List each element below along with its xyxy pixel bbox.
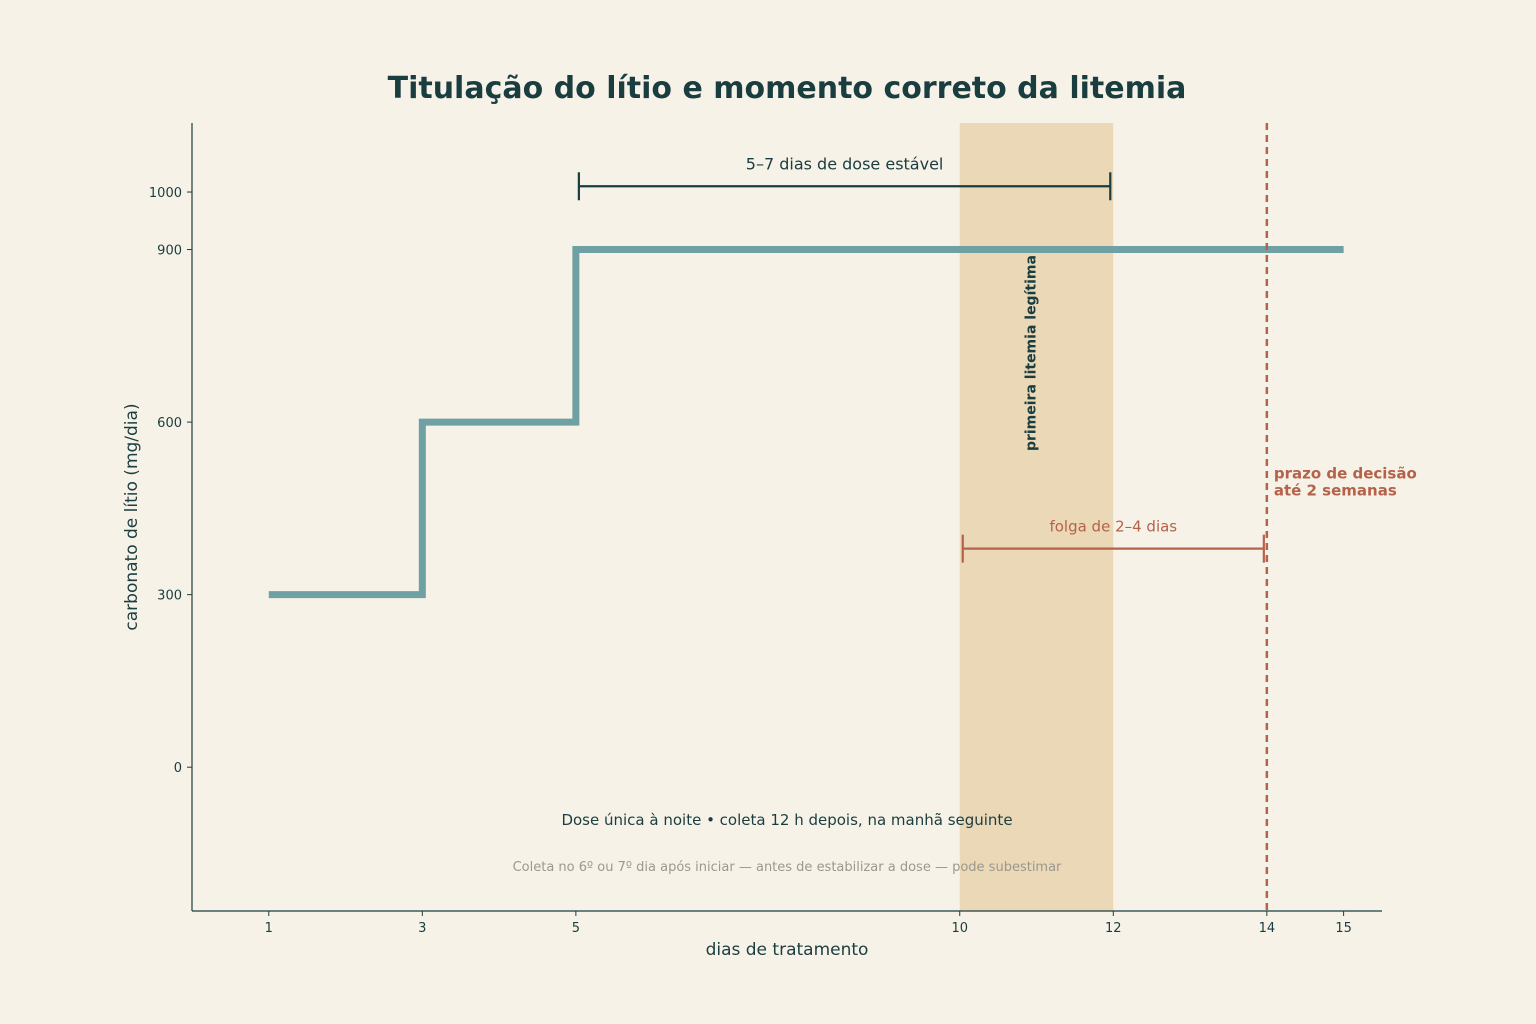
band-primeira-litemia <box>959 123 1114 911</box>
axes-layer: 1 3 5 10 12 14 15 0 300 600 900 1000 <box>149 123 1382 936</box>
y-tick-label: 1000 <box>149 186 182 201</box>
chart-title: Titulação do lítio e momento correto da … <box>388 71 1187 106</box>
note-secondary: Coleta no 6º ou 7º dia após iniciar — an… <box>513 860 1062 875</box>
stable-dose-label: 5–7 dias de dose estável <box>746 154 944 173</box>
band-layer: primeira litemia legítima <box>959 123 1114 911</box>
x-tick-label: 1 <box>265 921 273 936</box>
deadline-label-line2: até 2 semanas <box>1274 482 1397 500</box>
x-tick-label: 5 <box>572 921 580 936</box>
x-tick-label: 14 <box>1259 921 1276 936</box>
y-axis-label: carbonato de lítio (mg/dia) <box>122 403 142 630</box>
x-tick-label: 10 <box>951 921 968 936</box>
y-tick-label: 900 <box>157 244 182 259</box>
dose-step-line <box>268 246 1344 599</box>
note-main: Dose única à noite • coleta 12 h depois,… <box>561 811 1012 829</box>
x-axis-label: dias de tratamento <box>706 940 869 960</box>
x-tick-label: 3 <box>418 921 426 936</box>
x-tick-label: 15 <box>1335 921 1352 936</box>
deadline-label-line1: prazo de decisão <box>1274 465 1417 483</box>
y-tick-label: 0 <box>174 761 182 776</box>
x-tick-label: 12 <box>1105 921 1122 936</box>
series-layer <box>268 246 1344 599</box>
y-tick-label: 600 <box>157 416 182 431</box>
band-label: primeira litemia legítima <box>1024 255 1040 451</box>
margin-label: folga de 2–4 dias <box>1049 518 1177 536</box>
y-tick-label: 300 <box>157 589 182 604</box>
